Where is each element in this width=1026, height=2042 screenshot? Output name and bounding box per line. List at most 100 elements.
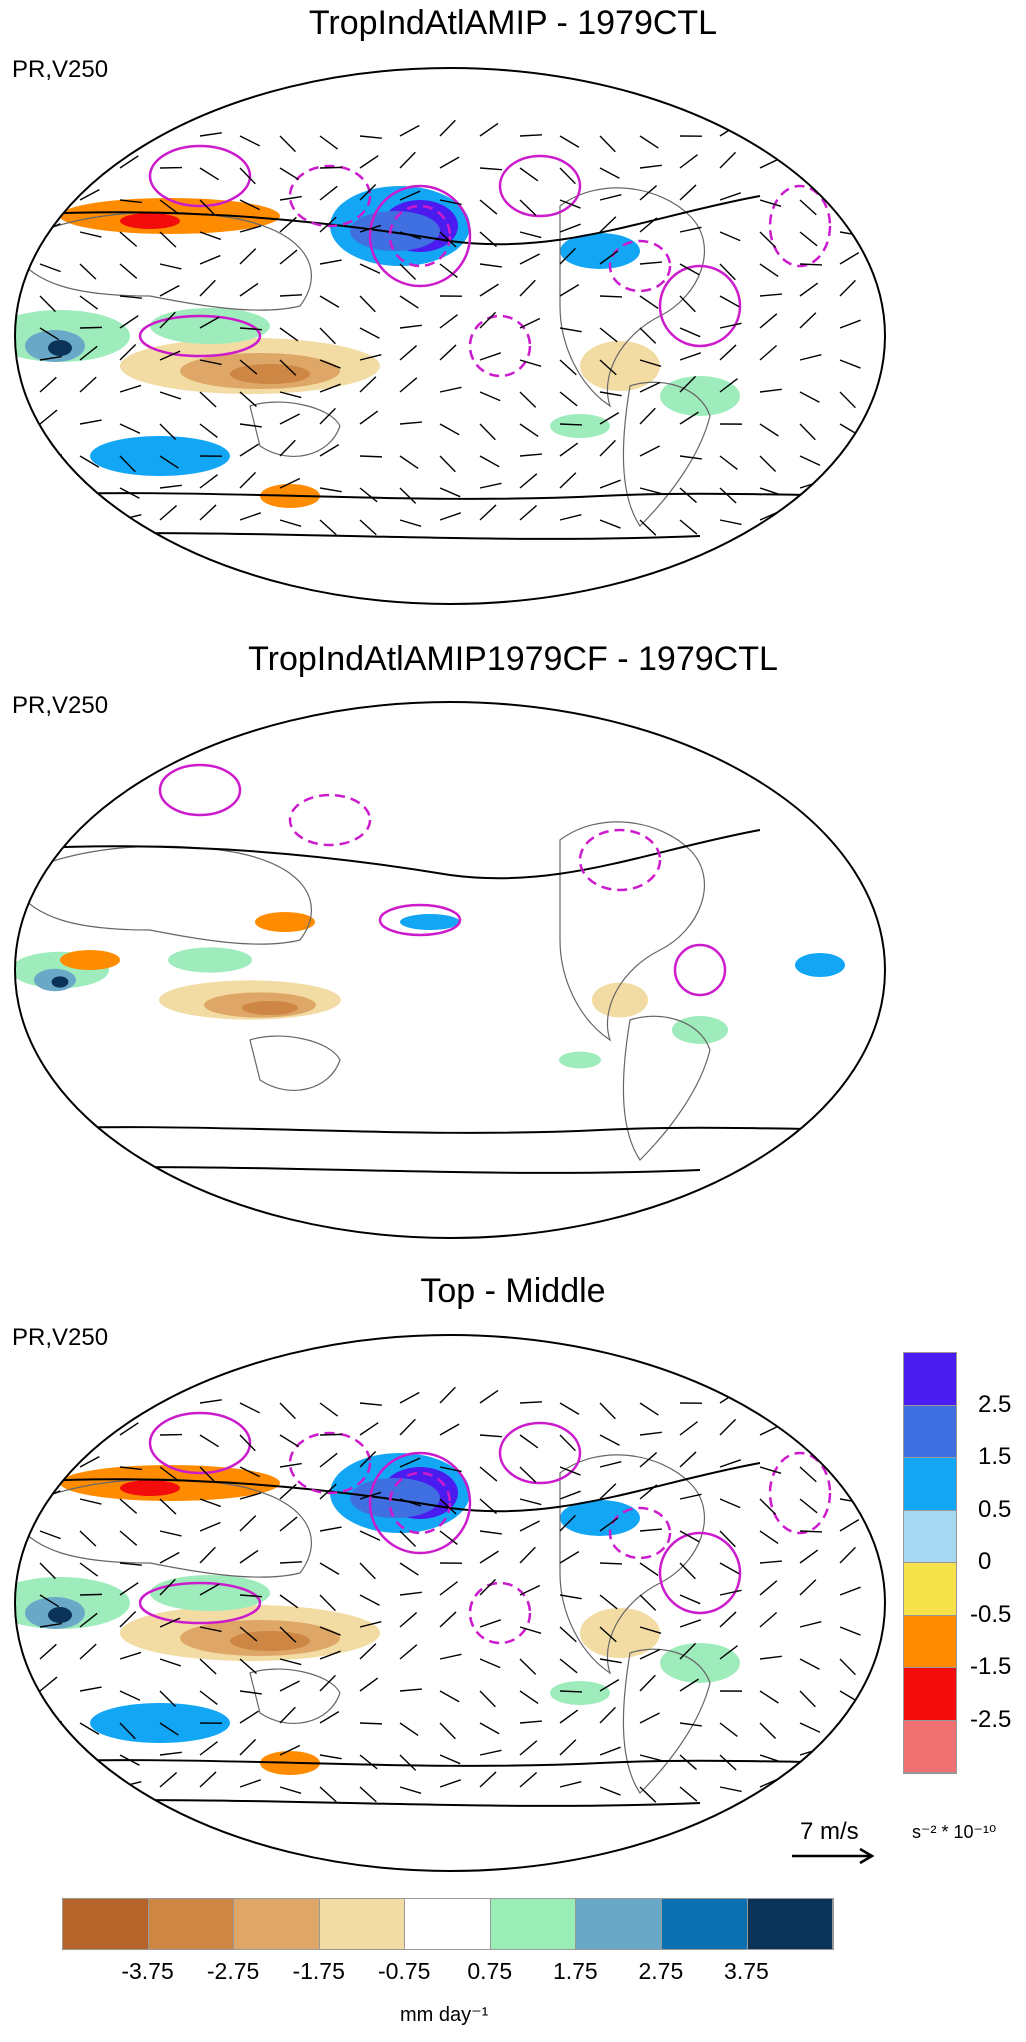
wind-vector — [639, 1402, 659, 1416]
wind-vector — [559, 199, 581, 209]
wind-vector — [159, 423, 177, 441]
wind-vector — [119, 1651, 142, 1660]
wind-vector — [199, 423, 218, 439]
wind-vector — [479, 231, 497, 248]
streamfunction-contour — [673, 943, 727, 997]
wind-vector — [399, 1457, 421, 1468]
wind-vector — [599, 135, 616, 153]
wind-vector — [159, 455, 179, 469]
wind-vector — [639, 1594, 657, 1611]
wind-vector — [519, 317, 541, 329]
wind-vector — [319, 443, 340, 457]
streamfunction-contour — [468, 314, 532, 378]
wind-vector — [239, 512, 262, 521]
wind-vector — [479, 1722, 500, 1735]
wind-vector — [559, 1658, 578, 1674]
wind-vector — [79, 326, 103, 329]
contour-line — [15, 195, 761, 246]
wind-vector — [279, 1434, 300, 1448]
wind-vector — [799, 123, 820, 137]
streamfunction-contour — [148, 144, 252, 208]
wind-vector — [399, 151, 416, 169]
wind-vector — [839, 1402, 863, 1405]
streamfunction-contour — [608, 239, 672, 293]
wind-vector — [39, 1530, 61, 1540]
wind-vector — [119, 1386, 137, 1404]
wind-vector — [519, 1498, 542, 1506]
wind-vector — [759, 1530, 779, 1545]
wind-vector — [599, 1658, 622, 1664]
wind-vector — [239, 1626, 258, 1642]
right-colorbar-label: 2.5 — [978, 1390, 1012, 1418]
wind-vector — [239, 391, 257, 408]
wind-vector — [439, 231, 457, 248]
wind-vector — [799, 391, 820, 403]
wind-vector — [519, 253, 540, 265]
wind-vector — [599, 1594, 618, 1610]
wind-vector — [759, 1580, 778, 1596]
wind-vector — [799, 1434, 822, 1440]
wind-vector — [79, 1643, 97, 1660]
wind-vector — [119, 155, 139, 169]
wind-vector — [519, 1626, 542, 1634]
wind-vector — [599, 250, 619, 265]
wind-vector — [39, 1450, 56, 1468]
wind-vector — [279, 1561, 303, 1564]
wind-vector — [79, 151, 96, 169]
wind-vector — [279, 1680, 300, 1692]
wind-vector — [599, 1706, 616, 1724]
coastline — [622, 381, 711, 527]
wind-vector — [719, 295, 740, 308]
wind-vector — [679, 1754, 697, 1771]
wind-vector — [279, 1483, 297, 1500]
bottom-colorbar-label: 0.75 — [467, 1958, 513, 1984]
wind-vector — [799, 167, 822, 173]
wind-vector — [479, 1550, 499, 1564]
panel-3-subtitle: PR,V250 — [12, 1324, 109, 1351]
wind-vector — [839, 199, 857, 216]
wind-vector — [39, 454, 63, 457]
wind-vector — [599, 193, 622, 201]
precip-shading — [672, 1016, 728, 1044]
wind-vector — [479, 311, 497, 329]
wind-vector — [679, 263, 700, 276]
wind-vector — [559, 442, 579, 457]
wind-vector — [199, 1741, 218, 1756]
wind-vector — [599, 1562, 623, 1565]
wind-vector — [759, 1722, 777, 1740]
wind-vector — [559, 1490, 581, 1500]
wind-vector — [399, 487, 417, 504]
bottom-colorbar-swatch — [405, 1899, 491, 1949]
wind-vector — [159, 1772, 178, 1788]
wind-vector — [279, 135, 296, 153]
wind-vector — [159, 1578, 176, 1596]
panel-1-map — [14, 67, 886, 605]
wind-vector — [199, 1690, 218, 1706]
wind-vector — [399, 1644, 418, 1660]
wind-vector — [839, 1586, 861, 1596]
right-colorbar-units: s⁻² * 10⁻¹⁰ — [912, 1822, 997, 1842]
bottom-colorbar-swatch — [63, 1899, 149, 1949]
precip-shading — [230, 364, 310, 384]
wind-vector — [679, 352, 702, 361]
wind-vector — [559, 223, 581, 233]
wind-vector — [159, 505, 178, 521]
wind-vector — [319, 359, 341, 369]
wind-vector — [519, 279, 536, 297]
wind-vector — [239, 1690, 262, 1695]
precip-shading — [48, 340, 72, 356]
precip-shading — [559, 1051, 601, 1069]
bottom-colorbar-units: mm day⁻¹ — [400, 2004, 489, 2026]
map-outline — [14, 701, 886, 1239]
wind-vector — [599, 439, 616, 457]
wind-vector — [399, 1722, 419, 1737]
wind-vector — [279, 439, 296, 457]
wind-vector — [639, 1528, 662, 1532]
wind-vector — [479, 1389, 499, 1404]
wind-vector — [799, 353, 822, 361]
wind-vector — [399, 1688, 422, 1692]
wind-vector — [359, 353, 382, 361]
wind-vector — [319, 487, 342, 493]
wind-vector — [559, 472, 577, 489]
wind-vector — [559, 1709, 579, 1724]
